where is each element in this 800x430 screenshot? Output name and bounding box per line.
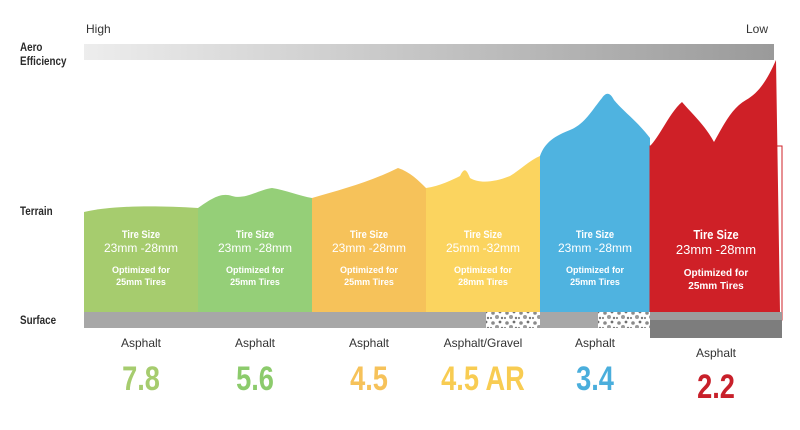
optimized-line1: Optimized for bbox=[683, 268, 749, 279]
terrain-col-5 bbox=[540, 93, 650, 313]
score-6: 2.2 bbox=[697, 368, 735, 406]
aero-efficiency-label: Aero Efficiency bbox=[20, 40, 66, 68]
surface-name-1: Asphalt bbox=[120, 336, 162, 350]
surface-label: Surface bbox=[20, 313, 57, 327]
tire-size-title: Tire Size bbox=[463, 229, 503, 241]
optimized-line1: Optimized for bbox=[566, 265, 624, 275]
column-3-text: Tire Size 23mm -28mm Optimized for 25mm T… bbox=[312, 229, 426, 288]
gravel-patch-2 bbox=[598, 312, 650, 328]
optimized-line1: Optimized for bbox=[340, 265, 398, 275]
tire-size-title: Tire Size bbox=[121, 229, 161, 241]
optimized-line1: Optimized for bbox=[226, 265, 284, 275]
tire-size-title: Tire Size bbox=[349, 229, 389, 241]
column-1-text: Tire Size 23mm -28mm Optimized for 25mm T… bbox=[84, 229, 198, 288]
tire-size-range: 23mm -28mm bbox=[331, 241, 406, 255]
terrain-col-2 bbox=[198, 188, 312, 312]
tire-size-range: 23mm -28mm bbox=[675, 242, 757, 257]
surface-strip-highlight-top bbox=[650, 312, 782, 320]
surface-name-6: Asphalt bbox=[695, 346, 737, 360]
terrain-col-3 bbox=[312, 168, 426, 312]
aero-high-label: High bbox=[86, 22, 111, 36]
tire-size-range: 25mm -32mm bbox=[445, 241, 520, 255]
optimized-line2: 25mm Tires bbox=[116, 277, 166, 287]
tire-size-title: Tire Size bbox=[693, 227, 739, 242]
optimized-line2: 25mm Tires bbox=[230, 277, 280, 287]
tire-size-range: 23mm -28mm bbox=[103, 241, 178, 255]
surface-strip-highlight bbox=[650, 318, 782, 338]
aero-label-line2: Efficiency bbox=[20, 54, 67, 68]
surface-strip bbox=[84, 312, 650, 328]
surface-name-2: Asphalt bbox=[234, 336, 276, 350]
score-3: 4.5 bbox=[350, 360, 388, 398]
optimized-line2: 25mm Tires bbox=[688, 281, 744, 292]
surface-name-5: Asphalt bbox=[574, 336, 616, 350]
optimized-line2: 25mm Tires bbox=[570, 277, 620, 287]
optimized-line2: 28mm Tires bbox=[458, 277, 508, 287]
terrain-col-4 bbox=[426, 156, 540, 312]
terrain-col-1 bbox=[84, 206, 198, 312]
tire-size-title: Tire Size bbox=[575, 229, 615, 241]
column-6-text: Tire Size 23mm -28mm Optimized for 25mm T… bbox=[650, 227, 782, 293]
aero-low-label: Low bbox=[746, 22, 769, 36]
column-5-text: Tire Size 23mm -28mm Optimized for 25mm T… bbox=[540, 229, 650, 288]
optimized-line2: 25mm Tires bbox=[344, 277, 394, 287]
column-4-text: Tire Size 25mm -32mm Optimized for 28mm T… bbox=[426, 229, 540, 288]
tire-size-range: 23mm -28mm bbox=[217, 241, 292, 255]
tire-size-title: Tire Size bbox=[235, 229, 275, 241]
column-2-text: Tire Size 23mm -28mm Optimized for 25mm T… bbox=[198, 229, 312, 288]
optimized-line1: Optimized for bbox=[454, 265, 512, 275]
aero-label-line1: Aero bbox=[20, 40, 43, 54]
score-4: 4.5 AR bbox=[441, 360, 525, 398]
surface-name-3: Asphalt bbox=[348, 336, 390, 350]
tire-size-range: 23mm -28mm bbox=[557, 241, 632, 255]
score-1: 7.8 bbox=[122, 360, 160, 398]
terrain-col-6 bbox=[650, 60, 780, 312]
terrain-label: Terrain bbox=[20, 204, 53, 218]
aero-gradient-bar bbox=[84, 44, 774, 60]
optimized-line1: Optimized for bbox=[112, 265, 170, 275]
score-5: 3.4 bbox=[576, 360, 614, 398]
gravel-patch-1 bbox=[486, 312, 540, 328]
score-2: 5.6 bbox=[236, 360, 274, 398]
surface-name-4: Asphalt/Gravel bbox=[443, 336, 523, 350]
